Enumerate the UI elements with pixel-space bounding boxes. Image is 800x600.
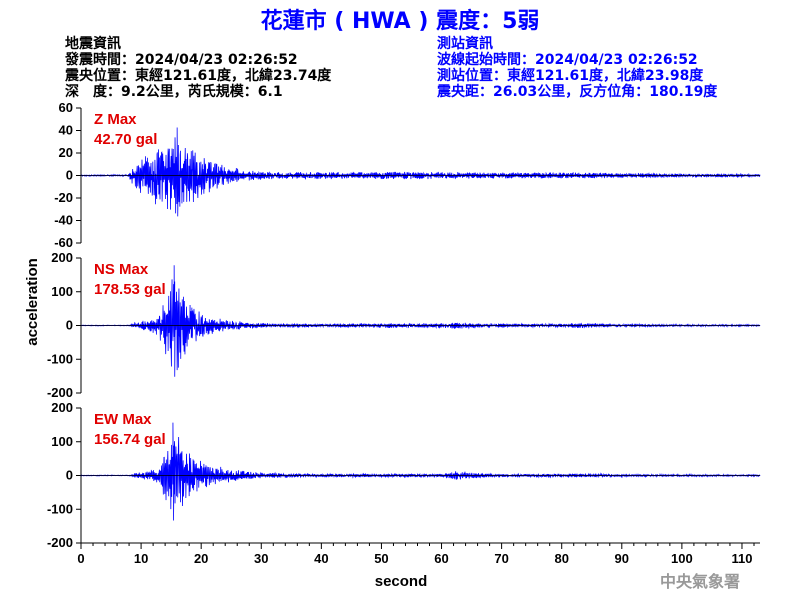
epicentral-distance: 震央距：26.03公里，反方位角：180.19度: [436, 83, 718, 100]
station-info-heading: 測站資訊: [437, 35, 493, 52]
y-tick-label: -60: [54, 235, 73, 250]
origin-time: 發震時間：2024/04/23 02:26:52: [64, 51, 298, 68]
x-axis-label: second: [375, 573, 428, 590]
x-tick-label: 70: [494, 551, 508, 566]
max-component-label: Z Max: [94, 111, 137, 128]
panel-z: 60 40 20 0 -20 -40 -60 Z Max 42.70 gal: [54, 100, 761, 250]
chart-title: 花蓮市 ( HWA ) 震度：5弱: [261, 8, 540, 34]
x-tick-label: 90: [615, 551, 629, 566]
x-tick-label: 10: [134, 551, 148, 566]
epicenter-location: 震央位置：東經121.61度，北緯23.74度: [64, 67, 332, 84]
x-axis: 0 10 20 30 40 50 60 70 80 90 100 110: [77, 542, 760, 566]
station-location: 測站位置：東經121.61度，北緯23.98度: [437, 67, 704, 84]
y-tick-label: 60: [59, 100, 73, 115]
waveform-start-time: 波線起始時間：2024/04/23 02:26:52: [437, 51, 698, 68]
x-tick-label: 100: [671, 551, 693, 566]
y-axis-label: acceleration: [24, 258, 41, 346]
x-tick-label: 30: [254, 551, 268, 566]
y-tick-label: -100: [47, 501, 73, 516]
x-tick-label: 60: [434, 551, 448, 566]
depth-magnitude: 深 度：9.2公里，芮氏規模：6.1: [65, 83, 283, 100]
panel-ns: 200 100 0 -100 -200 NS Max 178.53 gal: [47, 250, 761, 400]
waveform-trace-z: [80, 127, 761, 217]
y-tick-label: 100: [51, 284, 73, 299]
y-tick-label: 0: [66, 168, 73, 183]
max-value-label: 178.53 gal: [94, 281, 166, 298]
y-tick-label: -200: [47, 385, 73, 400]
earthquake-info-heading: 地震資訊: [65, 35, 121, 52]
y-tick-label: 200: [51, 250, 73, 265]
max-component-label: NS Max: [94, 261, 149, 278]
y-tick-label: 0: [66, 468, 73, 483]
waveform-trace-ns: [80, 265, 761, 377]
y-tick-label: -20: [54, 190, 73, 205]
x-tick-label: 80: [554, 551, 568, 566]
y-tick-label: 40: [59, 123, 73, 138]
panel-ew: 200 100 0 -100 -200 EW Max 156.74 gal: [47, 400, 761, 550]
y-tick-label: 200: [51, 400, 73, 415]
x-tick-label: 110: [731, 551, 752, 566]
x-tick-label: 40: [314, 551, 328, 566]
y-tick-label: 20: [59, 145, 73, 160]
max-component-label: EW Max: [94, 411, 152, 428]
agency-credit: 中央氣象署: [660, 572, 740, 591]
y-tick-label: 0: [66, 318, 73, 333]
x-tick-label: 50: [374, 551, 388, 566]
max-value-label: 42.70 gal: [94, 131, 157, 148]
x-tick-label: 0: [77, 551, 84, 566]
x-tick-label: 20: [194, 551, 208, 566]
y-tick-label: -100: [47, 351, 73, 366]
y-tick-label: 100: [51, 434, 73, 449]
waveform-trace-ew: [80, 422, 761, 521]
y-tick-label: -40: [54, 213, 73, 228]
y-tick-label: -200: [47, 535, 73, 550]
max-value-label: 156.74 gal: [94, 431, 166, 448]
